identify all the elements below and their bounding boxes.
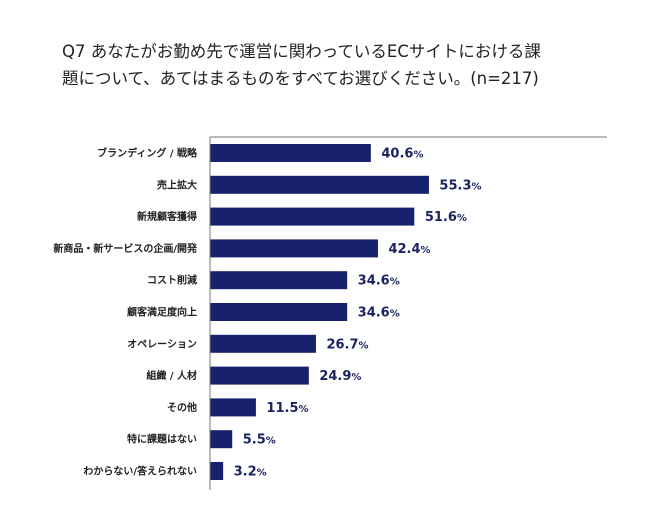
bar <box>210 430 233 449</box>
category-label: わからない/答えられない <box>83 465 197 478</box>
value-label: 5.5% <box>243 433 276 448</box>
value-label: 24.9% <box>319 369 361 384</box>
chart-title-line-2: 題について、あてはまるものをすべてお選びください。(n=217) <box>62 69 539 88</box>
chart-title: Q7 あなたがお勤め先で運営に関わっているECサイトにおける課 題について、あて… <box>62 38 622 92</box>
bar <box>210 175 429 194</box>
bar <box>210 239 378 258</box>
value-label: 55.3% <box>439 178 481 193</box>
value-label: 51.6% <box>425 210 467 225</box>
bar <box>210 398 256 417</box>
category-label: オペレーション <box>127 338 197 350</box>
category-label: その他 <box>167 401 197 414</box>
value-label: 34.6% <box>358 274 400 289</box>
value-label: 11.5% <box>266 401 308 416</box>
bar <box>210 271 348 290</box>
bar <box>210 462 224 480</box>
value-label: 34.6% <box>358 306 400 321</box>
bar <box>210 366 309 385</box>
category-label: コスト削減 <box>147 274 197 287</box>
value-label: 42.4% <box>388 242 430 257</box>
value-label: 26.7% <box>326 337 368 352</box>
value-label: 3.2% <box>234 465 267 480</box>
category-label: ブランディング / 戦略 <box>97 147 198 160</box>
category-label: 顧客満足度向上 <box>127 306 197 319</box>
category-label: 特に課題はない <box>127 433 197 446</box>
value-label: 40.6% <box>381 147 423 162</box>
bar <box>210 303 348 321</box>
category-label: 組織 / 人材 <box>146 369 197 382</box>
category-label: 新規顧客獲得 <box>137 210 197 223</box>
chart-title-line-1: Q7 あなたがお勤め先で運営に関わっているECサイトにおける課 <box>62 42 541 61</box>
category-label: 売上拡大 <box>157 178 197 191</box>
category-label: 新商品・新サービスの企画/開発 <box>53 242 198 255</box>
bar <box>210 207 415 226</box>
bar <box>210 334 316 353</box>
bar <box>210 144 371 162</box>
